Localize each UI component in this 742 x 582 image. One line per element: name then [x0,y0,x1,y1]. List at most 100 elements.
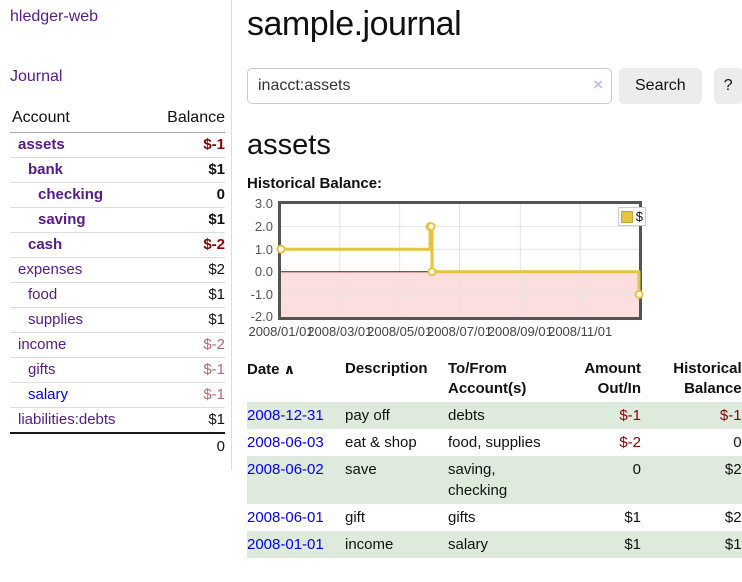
transaction-balance: $2 [724,461,742,479]
y-tick-label: 2.0 [254,218,273,234]
search-input[interactable] [247,68,612,105]
account-balance: $1 [147,157,225,183]
total-spacer [10,432,148,460]
search-input-wrap: × [247,68,612,105]
account-name-cell: income [10,332,148,358]
transaction-amount: 0 [632,461,641,479]
account-column-header: Account [10,104,148,133]
account-balance: $-2 [147,332,225,358]
transaction-date-cell: 2008-06-02 [247,456,345,504]
nav-journal-link[interactable]: Journal [10,68,63,85]
transaction-date-link[interactable]: 2008-06-01 [247,509,324,527]
sidebar-account-link[interactable]: income [18,336,67,353]
account-name-cell: gifts [10,357,148,383]
transaction-accounts: debts [448,407,485,425]
account-row: cash $-2 [10,232,225,258]
x-axis-labels: 2008/01/01 2008/03/01 2008/05/01 2008/07/01… [247,324,742,342]
account-balance: $1 [147,282,225,308]
transaction-date-cell: 2008-06-01 [247,504,345,531]
sort-asc-icon: ∧ [283,361,296,378]
transaction-description: save [345,461,377,479]
account-name-cell: checking [10,182,148,208]
balance-column-header: Historical Balance [673,360,742,398]
hledger-web-app: hledger-web Journal Account Balance asse… [10,0,742,559]
account-balance: $1 [147,207,225,233]
app-title-link[interactable]: hledger-web [10,8,99,25]
account-heading: assets [247,129,331,162]
accounts-table-header-row: Account Balance [10,104,225,133]
register-row: 2008-06-01 gift gifts $1 $2 [247,504,742,531]
account-balance: $-1 [203,136,225,153]
chart-canvas [276,204,644,318]
sidebar-account-link[interactable]: salary [28,386,69,403]
clear-search-icon[interactable]: × [593,75,603,95]
account-row: checking 0 [10,182,225,208]
transaction-balance: $2 [724,509,742,527]
page-title: sample.journal [247,5,462,43]
transaction-date-cell: 2008-01-01 [247,531,345,558]
plot-area: $ [276,201,646,321]
total-balance: 0 [147,432,225,460]
transaction-date-link[interactable]: 2008-12-31 [247,407,324,425]
chart-title: Historical Balance: [247,175,383,193]
x-tick-label: 2008/09/01 [487,324,553,340]
search-bar: × Search ? [247,68,742,105]
x-tick-label: 2008/05/01 [367,324,433,340]
sidebar-account-link[interactable]: cash [28,236,63,253]
x-tick-label: 2008/07/01 [426,324,493,340]
account-name-cell: bank [10,157,148,183]
amount-column-header: Amount Out/In [584,360,641,398]
account-balance: 0 [147,182,225,208]
account-name-cell: food [10,282,148,308]
x-tick-label: 2008/11/01 [548,324,613,340]
accounts-total-row: 0 [10,432,225,460]
account-row: income $-2 [10,332,225,358]
account-balance: $1 [147,307,225,333]
search-button[interactable]: Search [619,68,702,105]
description-column-header: Description [345,360,428,378]
sidebar-account-link[interactable]: saving [38,211,86,228]
transaction-balance: 0 [733,434,742,452]
sidebar-account-link[interactable]: food [28,286,58,303]
account-name-cell: cash [10,232,148,258]
legend-swatch-icon [620,210,633,223]
transaction-date-link[interactable]: 2008-06-02 [247,461,324,479]
account-name-cell: liabilities:debts [10,407,148,433]
accounts-column-header: To/From Account(s) [448,360,527,398]
sidebar-account-link[interactable]: assets [18,136,65,153]
date-column-header: Date ∧ [247,361,296,379]
historical-balance-chart: 3.0 2.0 1.0 0.0 -1.0 -2.0 $ 2008/01/01 2008/03… [247,196,742,343]
sidebar-account-link[interactable]: bank [28,161,64,178]
register-header-row: Date ∧ Description To/From Account(s) Am… [247,356,742,402]
sidebar-account-link[interactable]: supplies [28,311,84,328]
account-name-cell: supplies [10,307,148,333]
transaction-accounts: saving, checking [448,461,508,500]
main-content: sample.journal × Search ? assets Histori… [232,0,742,559]
y-tick-label: -1.0 [250,286,273,302]
account-row: expenses $2 [10,257,225,283]
transaction-description: pay off [345,407,390,425]
register-row: 2008-06-03 eat & shop food, supplies $-2 0 [247,429,742,456]
account-row: liabilities:debts $1 [10,407,225,433]
legend-label: $ [635,209,643,225]
sidebar-account-link[interactable]: gifts [28,361,56,378]
sidebar-account-link[interactable]: liabilities:debts [18,411,116,428]
transaction-description: eat & shop [345,434,417,452]
y-tick-label: 1.0 [254,241,273,257]
account-row: bank $1 [10,157,225,183]
sidebar-account-link[interactable]: checking [38,186,104,203]
transaction-accounts: gifts [448,509,476,527]
register-row: 2008-01-01 income salary $1 $1 [247,531,742,559]
transaction-date-cell: 2008-06-03 [247,429,345,456]
transaction-amount: $-2 [619,434,641,452]
sidebar-account-link[interactable]: expenses [18,261,83,278]
register-table: Date ∧ Description To/From Account(s) Am… [247,356,742,559]
transaction-date-link[interactable]: 2008-06-03 [247,434,324,452]
help-button[interactable]: ? [713,68,742,105]
y-tick-label: 3.0 [254,196,273,212]
account-name-cell: saving [10,207,148,233]
transaction-date-link[interactable]: 2008-01-01 [247,536,324,554]
account-name-cell: assets [10,133,147,158]
account-balance: $-1 [147,357,225,383]
transaction-accounts: food, supplies [448,434,541,452]
